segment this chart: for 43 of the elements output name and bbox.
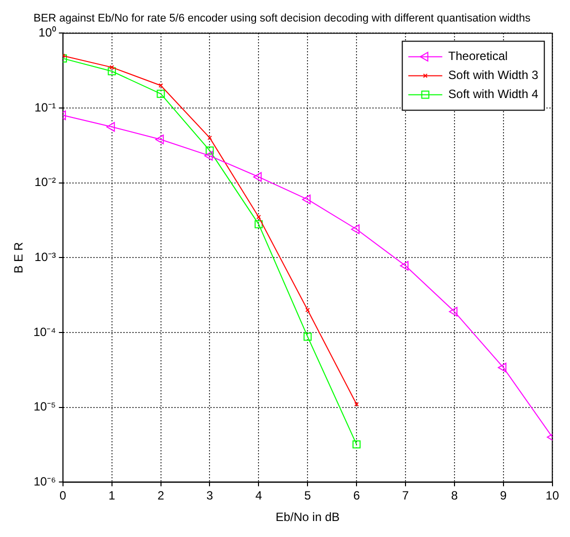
x-tick-label: 2: [157, 488, 164, 503]
point: [204, 150, 213, 161]
y-tick-label: 10⁻⁶: [34, 474, 56, 489]
x-tick-label: 1: [108, 488, 116, 503]
y-tick-label: 10⁰: [38, 26, 56, 40]
point: [253, 172, 262, 182]
point: [352, 440, 361, 448]
point: [108, 67, 116, 76]
point: [254, 220, 263, 228]
point: [302, 194, 311, 204]
y-tick-label: 10⁻³: [34, 250, 56, 264]
x-tick-label: 5: [304, 488, 312, 503]
x-tick-label: 3: [206, 488, 214, 503]
point: [110, 65, 114, 70]
legend-label: Soft with Width 4: [448, 87, 539, 102]
point: [156, 90, 165, 98]
legend-label: Soft with Width 3: [448, 68, 539, 82]
y-axis-title: B E R: [12, 242, 26, 274]
legend-label: Theoretical: [448, 49, 508, 64]
point: [448, 306, 458, 317]
point: [400, 260, 408, 271]
point: [498, 362, 506, 372]
x-tick-label: 4: [255, 488, 262, 503]
point: [305, 308, 310, 312]
x-tick-label: 9: [500, 488, 508, 503]
x-tick-label: 10: [546, 488, 560, 503]
point: [206, 146, 214, 155]
point: [351, 224, 360, 234]
point: [207, 136, 212, 140]
y-tick-label: 10⁻¹: [34, 100, 56, 114]
point: [256, 214, 261, 220]
y-tick-label: 10⁻²: [34, 175, 56, 190]
point: [155, 134, 164, 144]
x-tick-label: 0: [60, 488, 67, 503]
x-tick-label: 6: [353, 488, 360, 503]
x-tick-label: 8: [451, 488, 458, 503]
x-axis-title: Eb/No in dB: [276, 510, 340, 524]
chart-title: BER against Eb/No for rate 5/6 encoder using soft decision decoding with different quantisation widths: [34, 12, 531, 25]
y-tick-label: 10⁻⁴: [33, 324, 56, 339]
point: [304, 332, 312, 341]
y-tick-label: 10⁻⁵: [34, 400, 56, 414]
point: [158, 83, 164, 88]
x-tick-label: 7: [402, 488, 410, 503]
